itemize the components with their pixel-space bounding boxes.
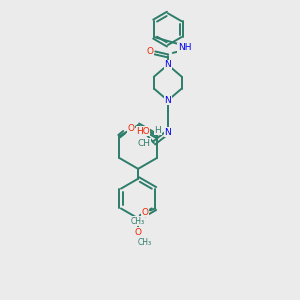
Text: N: N (164, 128, 171, 137)
Text: O: O (142, 208, 149, 217)
Text: NH: NH (178, 44, 191, 52)
Text: N: N (164, 96, 171, 105)
Text: CH: CH (138, 139, 151, 148)
Text: O: O (128, 124, 135, 133)
Text: N: N (164, 60, 171, 69)
Text: H: H (154, 126, 161, 135)
Text: N: N (164, 60, 171, 69)
Text: O: O (146, 47, 154, 56)
Text: O: O (135, 228, 142, 237)
Text: CH₃: CH₃ (130, 217, 145, 226)
Text: CH₃: CH₃ (138, 238, 152, 247)
Text: HO: HO (136, 127, 150, 136)
